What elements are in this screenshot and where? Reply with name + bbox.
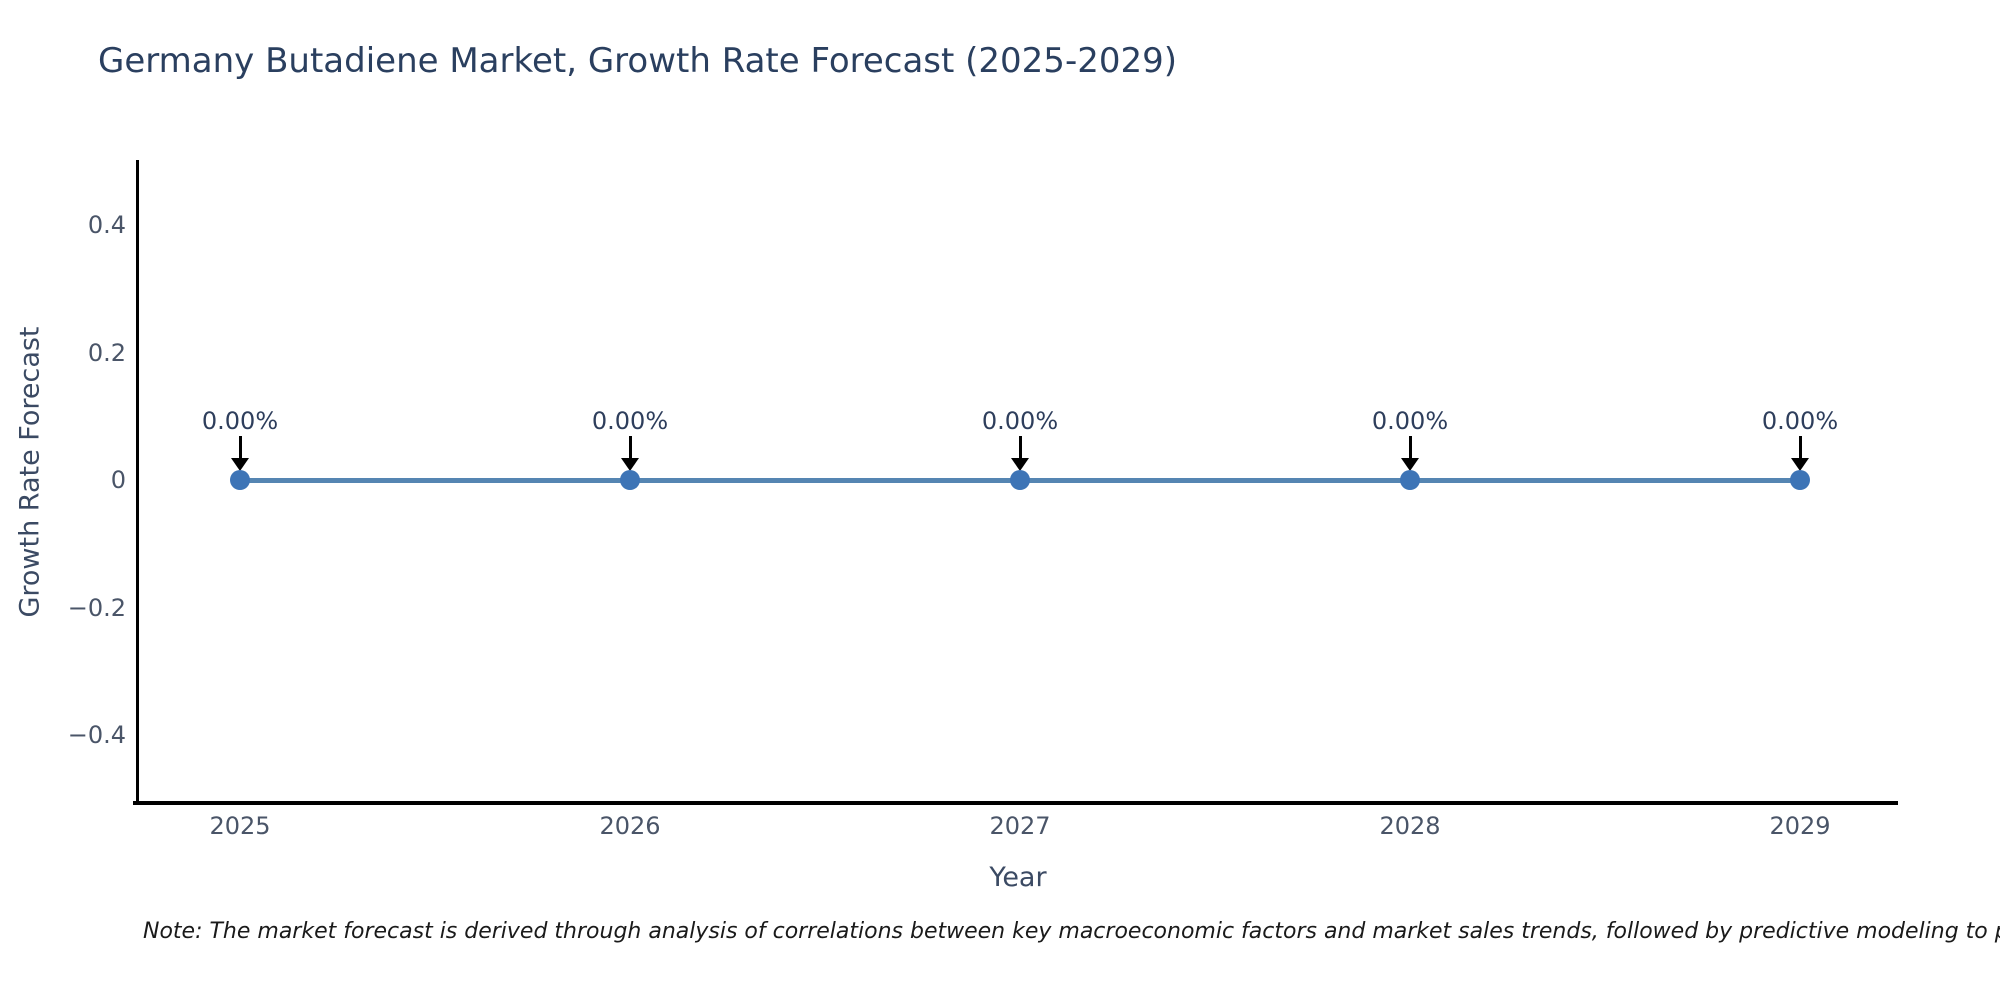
footnote: Note: The market forecast is derived thr… <box>143 919 2000 944</box>
y-tick-label: −0.4 <box>67 721 126 749</box>
data-point-marker <box>1010 470 1030 490</box>
annotation-arrow-shaft <box>239 436 242 458</box>
annotation-arrowhead-icon <box>231 458 249 471</box>
data-point-marker <box>1400 470 1420 490</box>
x-tick-label: 2029 <box>1769 812 1831 840</box>
annotation-arrow-shaft <box>1409 436 1412 458</box>
x-axis-line <box>133 801 1898 805</box>
data-point-label: 0.00% <box>591 407 669 435</box>
x-tick-label: 2026 <box>599 812 661 840</box>
annotation-arrow-shaft <box>629 436 632 458</box>
data-point-marker <box>620 470 640 490</box>
annotation-arrowhead-icon <box>621 458 639 471</box>
data-point-label: 0.00% <box>201 407 279 435</box>
data-point-marker <box>1790 470 1810 490</box>
annotation-arrow-shaft <box>1019 436 1022 458</box>
annotation-arrowhead-icon <box>1791 458 1809 471</box>
annotation-arrow-shaft <box>1799 436 1802 458</box>
data-point-label: 0.00% <box>1371 407 1449 435</box>
y-tick-label: 0 <box>110 466 126 494</box>
x-tick-label: 2025 <box>209 812 271 840</box>
data-point-label: 0.00% <box>981 407 1059 435</box>
y-tick-label: 0.4 <box>87 211 126 239</box>
data-point-label: 0.00% <box>1761 407 1839 435</box>
y-axis-line <box>136 160 139 805</box>
annotation-arrowhead-icon <box>1401 458 1419 471</box>
y-tick-label: 0.2 <box>87 338 126 367</box>
data-point-marker <box>230 470 250 490</box>
chart-title: Germany Butadiene Market, Growth Rate Fo… <box>98 41 1178 81</box>
y-tick-label: −0.2 <box>67 593 126 622</box>
annotation-arrowhead-icon <box>1011 458 1029 471</box>
x-tick-label: 2028 <box>1379 812 1441 840</box>
x-axis-title: Year <box>989 862 1047 893</box>
x-tick-label: 2027 <box>989 812 1051 840</box>
